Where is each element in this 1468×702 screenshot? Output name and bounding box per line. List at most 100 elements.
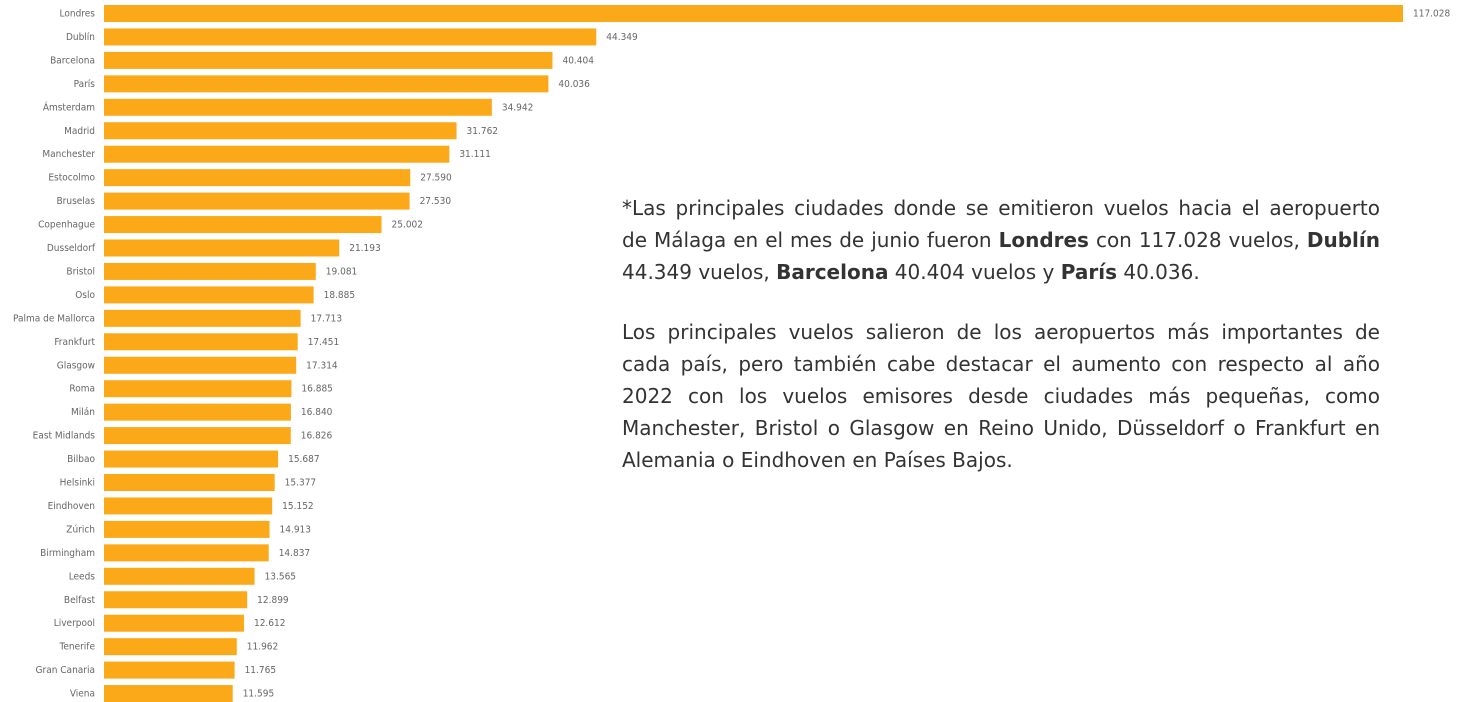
category-label: Birmingham (40, 548, 95, 559)
bar (104, 5, 1403, 22)
category-label: Glasgow (57, 360, 95, 371)
bar (104, 614, 244, 632)
category-label: Palma de Mallorca (13, 313, 95, 324)
category-label: Tenerife (59, 642, 96, 653)
bold-text: Dublín (1306, 228, 1380, 252)
text: con 117.028 vuelos, (1088, 228, 1307, 252)
category-label: Belfast (64, 595, 96, 606)
bold-text: París (1060, 260, 1117, 284)
bar (104, 638, 237, 656)
category-label: Frankfurt (54, 337, 95, 348)
category-label: Viena (70, 689, 95, 700)
bar (104, 192, 410, 210)
bar (104, 51, 553, 69)
bar (104, 309, 301, 327)
category-label: Helsinki (60, 478, 95, 489)
category-label: Barcelona (50, 55, 95, 66)
text: Los principales vuelos salieron de los a… (622, 320, 1380, 472)
paragraph: *Las principales ciudades donde se emiti… (622, 192, 1380, 288)
value-label: 15.377 (285, 478, 316, 489)
category-label: Bristol (66, 266, 95, 277)
value-label: 44.349 (606, 32, 638, 43)
value-label: 27.590 (420, 173, 452, 184)
value-label: 40.036 (558, 79, 590, 90)
value-label: 19.081 (326, 266, 357, 277)
bar (104, 544, 269, 562)
bold-text: Londres (998, 228, 1089, 252)
annotation-block: *Las principales ciudades donde se emiti… (622, 192, 1380, 504)
bar (104, 333, 298, 351)
value-label: 18.885 (324, 290, 355, 301)
bar (104, 122, 457, 140)
value-label: 15.152 (282, 501, 313, 512)
value-label: 21.193 (349, 243, 380, 254)
bar (104, 685, 233, 702)
value-label: 17.314 (306, 360, 338, 371)
bar (104, 474, 275, 491)
bar (104, 216, 382, 234)
value-label: 34.942 (502, 102, 533, 113)
category-label: Oslo (75, 290, 95, 301)
category-label: Eindhoven (48, 501, 95, 512)
bar (104, 591, 248, 609)
paragraph: Los principales vuelos salieron de los a… (622, 316, 1380, 476)
bar (104, 497, 273, 515)
category-label: Ámsterdam (43, 100, 95, 113)
text: *Las principales ciudades donde se emiti… (622, 196, 1380, 252)
category-label: Zúrich (66, 523, 95, 535)
value-label: 13.565 (265, 571, 296, 582)
category-label: Gran Canaria (36, 665, 95, 676)
category-label: Copenhague (38, 220, 95, 231)
bar (104, 262, 316, 280)
category-label: Londres (60, 9, 96, 20)
bar (104, 98, 492, 116)
value-label: 14.837 (279, 548, 310, 559)
category-label: Dublín (66, 31, 95, 43)
value-label: 11.595 (243, 689, 274, 700)
value-label: 14.913 (280, 524, 311, 535)
value-label: 16.885 (301, 384, 332, 395)
category-label: Roma (69, 384, 95, 395)
bar (104, 286, 314, 304)
value-label: 31.762 (467, 126, 498, 137)
category-label: Liverpool (54, 618, 95, 629)
value-label: 117.028 (1413, 9, 1450, 20)
bold-text: Barcelona (776, 260, 889, 284)
value-label: 15.687 (288, 454, 319, 465)
category-label: Leeds (69, 571, 96, 582)
category-label: Bruselas (57, 196, 96, 207)
category-label: East Midlands (33, 431, 96, 442)
value-label: 31.111 (459, 149, 490, 160)
bar (104, 403, 291, 421)
bar (104, 28, 597, 46)
category-label: Dusseldorf (47, 243, 96, 254)
value-label: 27.530 (420, 196, 452, 207)
text: 40.404 vuelos y (888, 260, 1061, 284)
bar (104, 239, 340, 257)
value-label: 16.840 (301, 407, 333, 418)
value-label: 17.713 (311, 313, 342, 324)
bar (104, 169, 411, 187)
category-label: Bilbao (67, 454, 95, 465)
bar (104, 75, 549, 93)
category-label: Manchester (42, 149, 95, 160)
value-label: 25.002 (392, 220, 423, 231)
bar (104, 145, 450, 163)
bar (104, 661, 235, 679)
category-label: Estocolmo (48, 173, 95, 184)
bar (104, 520, 270, 538)
value-label: 11.765 (245, 665, 276, 676)
bar (104, 567, 255, 585)
category-label: París (74, 78, 96, 90)
bar (104, 450, 279, 468)
value-label: 11.962 (247, 642, 278, 653)
value-label: 12.899 (257, 595, 289, 606)
bar (104, 380, 292, 398)
bar (104, 427, 291, 445)
value-label: 17.451 (308, 337, 339, 348)
category-label: Milán (71, 406, 95, 418)
bar (104, 356, 297, 374)
text: 40.036. (1116, 260, 1200, 284)
